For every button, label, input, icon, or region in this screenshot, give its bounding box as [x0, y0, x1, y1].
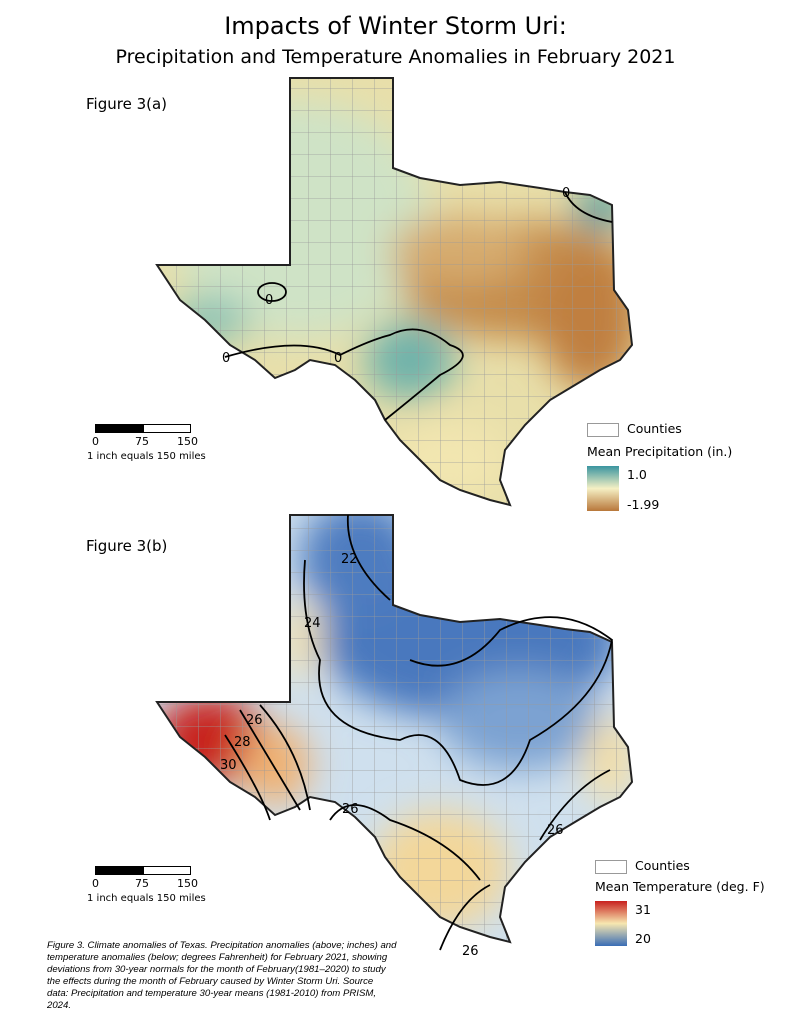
- legend-counties-swatch: [587, 423, 619, 437]
- legend-title: Mean Temperature (deg. F): [595, 879, 765, 894]
- figure-caption: Figure 3. Climate anomalies of Texas. Pr…: [47, 940, 397, 1011]
- contour-label: 28: [234, 735, 251, 750]
- legend-title: Mean Precipitation (in.): [587, 444, 733, 459]
- contour-label: 0: [562, 186, 570, 201]
- contour-label: 26: [462, 944, 479, 959]
- temperature-contours: [224, 514, 613, 951]
- legend-counties-label: Counties: [635, 858, 690, 873]
- precipitation-map: 0 0 0 0: [156, 77, 633, 506]
- contour-label: 0: [222, 351, 230, 366]
- scale-segment-white: [143, 424, 191, 433]
- figure-a-label: Figure 3(a): [86, 95, 168, 113]
- scale-tick: 0: [92, 877, 99, 890]
- legend-color-ramp: [595, 901, 627, 946]
- temperature-map: 22 24 26 28 30 26 26 26: [156, 514, 633, 959]
- scale-tick: 75: [135, 435, 149, 448]
- scale-segment-white: [143, 866, 191, 875]
- figure-subtitle: Precipitation and Temperature Anomalies …: [115, 46, 676, 68]
- scale-segment-black: [95, 424, 145, 433]
- figure-title: Impacts of Winter Storm Uri:: [224, 12, 567, 40]
- legend-low-value: -1.99: [627, 497, 660, 512]
- legend-high-value: 1.0: [627, 467, 647, 482]
- contour-label: 0: [334, 351, 342, 366]
- scale-tick: 75: [135, 877, 149, 890]
- legend-low-value: 20: [635, 931, 651, 946]
- legend-color-ramp: [587, 466, 619, 511]
- legend-counties-swatch: [595, 860, 627, 874]
- legend-high-value: 31: [635, 902, 651, 917]
- contour-label: 24: [304, 616, 321, 631]
- legend-counties-label: Counties: [627, 421, 682, 436]
- scale-tick: 150: [177, 435, 198, 448]
- contour-label: 22: [341, 552, 358, 567]
- scale-text: 1 inch equals 150 miles: [87, 893, 206, 904]
- contour-label: 30: [220, 758, 237, 773]
- scale-tick: 0: [92, 435, 99, 448]
- scale-tick: 150: [177, 877, 198, 890]
- contour-label: 26: [246, 713, 263, 728]
- contour-label: 26: [547, 823, 564, 838]
- scale-text: 1 inch equals 150 miles: [87, 451, 206, 462]
- contour-label: 26: [342, 802, 359, 817]
- contour-label: 0: [265, 293, 273, 308]
- figure-b-label: Figure 3(b): [86, 537, 168, 555]
- precip-contours: [224, 191, 613, 421]
- scale-segment-black: [95, 866, 145, 875]
